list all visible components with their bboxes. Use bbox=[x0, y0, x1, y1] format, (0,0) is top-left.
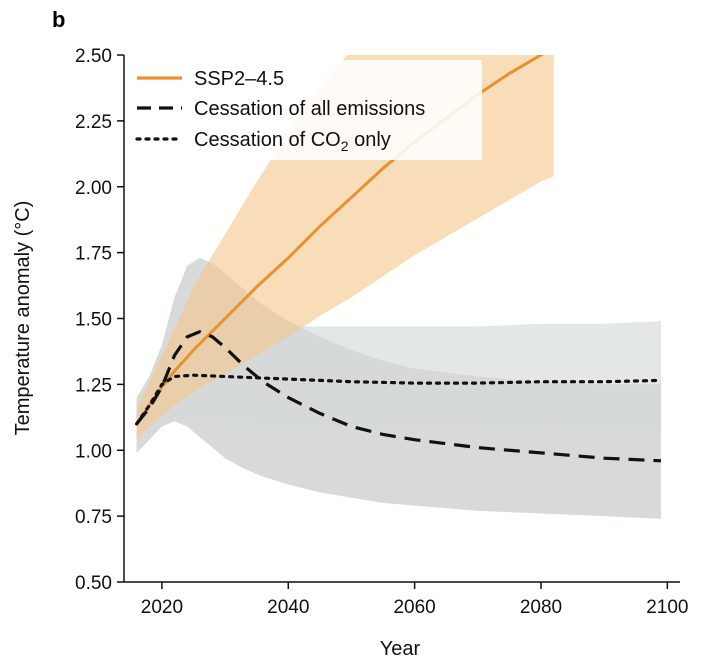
line-ssp245 bbox=[135, 55, 544, 425]
x-tick-label: 2100 bbox=[646, 597, 688, 618]
legend-label: Cessation of CO2 only bbox=[194, 129, 391, 154]
x-tick-label: 2040 bbox=[267, 597, 309, 618]
legend-entry-cessation-co2-only: Cessation of CO2 only bbox=[135, 129, 391, 154]
y-tick-label: 2.50 bbox=[75, 46, 112, 67]
line-cessation-co2-only bbox=[135, 373, 663, 426]
y-tick-label: 2.25 bbox=[75, 112, 112, 133]
x-tick-label: 2060 bbox=[393, 597, 435, 618]
x-tick-label: 2080 bbox=[520, 597, 562, 618]
y-tick-label: 1.75 bbox=[75, 244, 112, 265]
y-tick-label: 1.50 bbox=[75, 310, 112, 331]
legend-background bbox=[128, 60, 482, 160]
panel-label: b bbox=[52, 7, 65, 32]
y-axis-title: Temperature anomaly (°C) bbox=[12, 201, 34, 436]
y-axis-ticks: 0.50 0.75 1.00 1.25 1.50 1.75 2.00 2.25 2.50 bbox=[75, 46, 124, 594]
x-axis-title: Year bbox=[380, 638, 421, 660]
y-tick-label: 1.00 bbox=[75, 441, 112, 462]
legend-entry-cessation-all-emissions: Cessation of all emissions bbox=[137, 98, 425, 120]
y-tick-label: 0.50 bbox=[75, 573, 112, 594]
band-co2-only bbox=[136, 321, 662, 435]
series-lines bbox=[135, 55, 663, 463]
x-tick-label: 2020 bbox=[141, 597, 183, 618]
legend-label: SSP2–4.5 bbox=[194, 68, 284, 90]
y-tick-label: 0.75 bbox=[75, 507, 112, 528]
x-axis-ticks: 2020 2040 2060 2080 2100 bbox=[141, 582, 689, 618]
legend-entry-ssp245: SSP2–4.5 bbox=[137, 68, 284, 90]
y-tick-label: 2.00 bbox=[75, 178, 112, 199]
legend-label: Cessation of all emissions bbox=[194, 98, 425, 120]
legend: SSP2–4.5 Cessation of all emissions Cessat… bbox=[128, 60, 482, 160]
y-tick-label: 1.25 bbox=[75, 375, 112, 396]
line-cessation-all-emissions bbox=[135, 330, 662, 463]
